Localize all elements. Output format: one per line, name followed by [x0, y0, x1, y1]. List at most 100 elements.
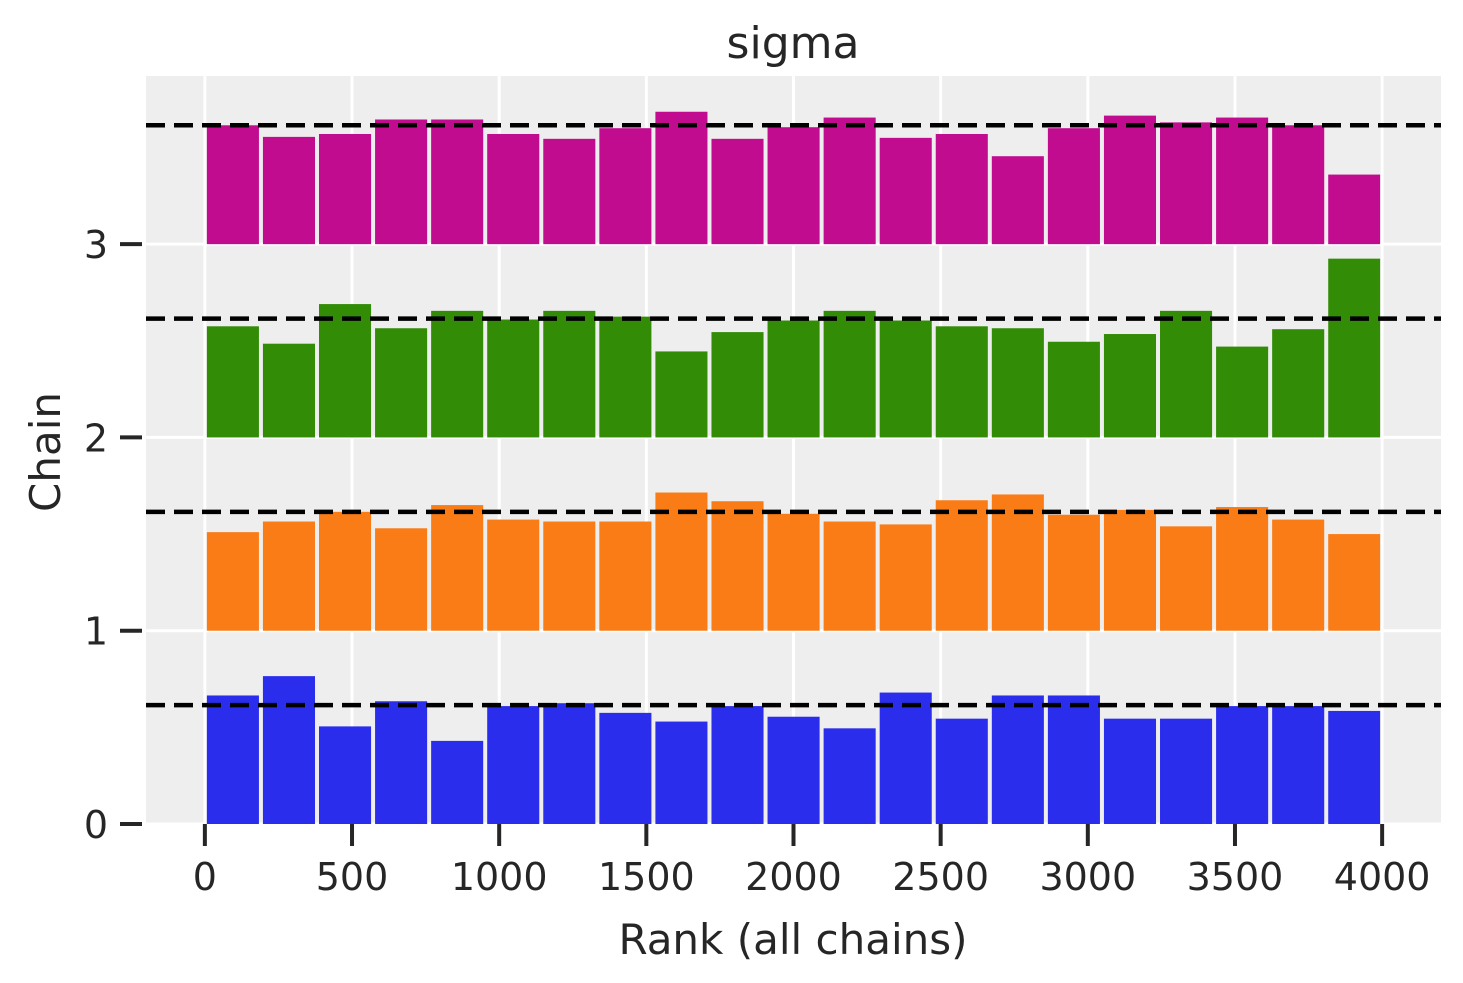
bar-chain-3 — [879, 137, 932, 245]
bar-chain-2 — [318, 304, 372, 438]
bar-chain-3 — [206, 125, 259, 245]
bar-chain-1 — [1103, 509, 1157, 631]
bar-chain-0 — [318, 726, 372, 824]
x-tick-label: 3500 — [1187, 855, 1284, 899]
bar-chain-0 — [262, 676, 315, 824]
x-tick-label: 1500 — [598, 855, 695, 899]
bar-chain-3 — [767, 127, 820, 245]
bar-chain-0 — [599, 712, 652, 824]
bar-chain-1 — [543, 521, 596, 631]
bar-chain-3 — [262, 136, 315, 245]
x-tick-label: 0 — [193, 855, 217, 899]
y-tick-label: 0 — [84, 803, 108, 847]
bar-chain-3 — [599, 128, 652, 245]
bar-chain-2 — [711, 332, 764, 438]
bar-chain-2 — [655, 351, 708, 438]
bar-chain-0 — [935, 718, 988, 824]
bar-chain-0 — [655, 721, 708, 824]
bar-chain-1 — [318, 511, 372, 631]
x-tick-label: 500 — [316, 855, 389, 899]
y-axis: 0 1 2 3 — [84, 223, 142, 847]
bar-chain-2 — [487, 319, 540, 438]
bar-chain-1 — [487, 519, 540, 631]
chart-title: sigma — [727, 18, 860, 69]
bar-chain-3 — [1328, 174, 1381, 245]
bar-chain-2 — [1216, 346, 1269, 438]
bar-chain-2 — [599, 316, 652, 438]
bar-chain-0 — [1047, 695, 1100, 824]
y-tick-label: 2 — [84, 416, 108, 460]
bar-chain-1 — [823, 521, 876, 631]
bar-chain-3 — [991, 156, 1044, 245]
bars — [206, 111, 1381, 824]
x-tick-label: 4000 — [1334, 855, 1431, 899]
bar-chain-3 — [1160, 122, 1213, 245]
bar-chain-2 — [823, 310, 876, 438]
bar-chain-2 — [935, 326, 988, 438]
bar-chain-2 — [206, 326, 259, 438]
bar-chain-0 — [431, 740, 484, 824]
bar-chain-3 — [431, 119, 484, 245]
reference-lines — [146, 123, 1441, 708]
bar-chain-3 — [1103, 115, 1157, 245]
bar-chain-2 — [1047, 341, 1100, 438]
bar-chain-2 — [1328, 258, 1381, 438]
x-tick-label: 3000 — [1039, 855, 1136, 899]
x-tick-label: 2000 — [745, 855, 842, 899]
bar-chain-0 — [206, 695, 259, 824]
bar-chain-1 — [1160, 526, 1213, 631]
bar-chain-3 — [318, 133, 372, 245]
bar-chain-3 — [543, 138, 596, 245]
bar-chain-3 — [1216, 117, 1269, 245]
bar-chain-1 — [879, 524, 932, 631]
x-axis-label: Rank (all chains) — [618, 915, 967, 964]
bar-chain-0 — [375, 701, 428, 824]
bar-chain-2 — [1103, 334, 1157, 438]
bar-chain-0 — [1160, 718, 1213, 824]
bar-chain-0 — [991, 695, 1044, 824]
bar-chain-1 — [599, 521, 652, 631]
bar-chain-2 — [262, 343, 315, 438]
bar-chain-3 — [823, 117, 876, 245]
bar-chain-0 — [1272, 706, 1325, 824]
bar-chain-0 — [1216, 706, 1269, 824]
bar-chain-0 — [1103, 718, 1157, 824]
bar-chain-1 — [206, 532, 259, 631]
bar-chain-3 — [487, 133, 540, 245]
y-axis-label: Chain — [21, 392, 70, 512]
bar-chain-3 — [1272, 125, 1325, 245]
bar-chain-2 — [767, 320, 820, 438]
bar-chain-0 — [711, 706, 764, 824]
bar-chain-1 — [1328, 534, 1381, 631]
bar-chain-1 — [1216, 507, 1269, 631]
bar-chain-1 — [991, 494, 1044, 631]
bar-chain-2 — [879, 320, 932, 438]
bar-chain-2 — [431, 310, 484, 438]
bar-chain-0 — [879, 692, 932, 824]
bar-chain-2 — [991, 328, 1044, 438]
y-tick-label: 1 — [84, 610, 108, 654]
bar-chain-2 — [1160, 310, 1213, 438]
bar-chain-0 — [543, 703, 596, 824]
bar-chain-0 — [487, 706, 540, 824]
bar-chain-2 — [375, 328, 428, 438]
bar-chain-2 — [1272, 329, 1325, 438]
bar-chain-1 — [935, 500, 988, 631]
bar-chain-1 — [1047, 514, 1100, 631]
x-axis: 0 500 1000 1500 2000 2500 3000 3500 4000 — [193, 824, 1431, 899]
bar-chain-1 — [711, 501, 764, 631]
bar-chain-3 — [935, 133, 988, 245]
bar-chain-3 — [655, 111, 708, 245]
x-tick-label: 1000 — [451, 855, 548, 899]
bar-chain-1 — [375, 528, 428, 631]
bar-chain-1 — [431, 505, 484, 631]
bar-chain-1 — [655, 492, 708, 631]
bar-chain-1 — [262, 521, 315, 631]
bar-chain-3 — [1047, 128, 1100, 245]
bar-chain-3 — [375, 119, 428, 245]
bar-chain-0 — [1328, 710, 1381, 824]
y-tick-label: 3 — [84, 223, 108, 267]
bar-chain-0 — [823, 728, 876, 824]
bar-chain-0 — [767, 716, 820, 824]
